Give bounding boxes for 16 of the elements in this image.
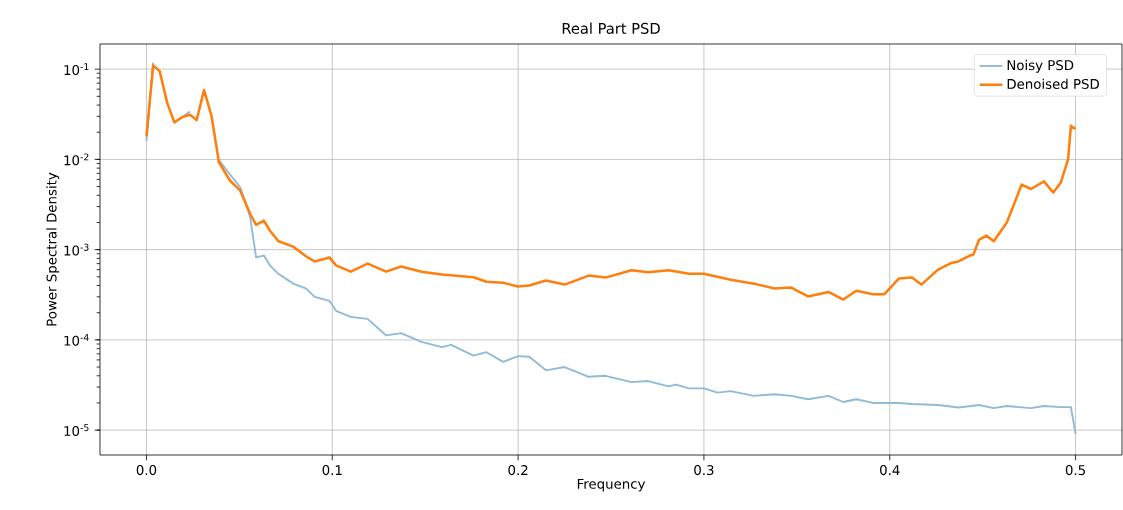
x-tick-label: 0.3 [694, 465, 714, 476]
x-tick-label: 0.0 [136, 465, 157, 476]
y-tick-label: 10$^{-3}$ [64, 243, 89, 256]
x-tick-label: 0.1 [322, 465, 342, 476]
y-tick-label: 10$^{-5}$ [64, 424, 89, 437]
x-axis-title: Frequency [577, 478, 646, 492]
x-tick-label: 0.5 [1065, 465, 1085, 476]
x-tick-label: 0.2 [508, 465, 528, 476]
legend-label: Noisy PSD [1007, 59, 1074, 73]
legend-label: Denoised PSD [1007, 78, 1099, 89]
chart-title: Real Part PSD [562, 22, 660, 34]
y-axis-title: Power Spectral Density [46, 172, 60, 326]
x-tick-label: 0.4 [880, 465, 900, 476]
y-tick-label: 10$^{-4}$ [64, 333, 89, 346]
y-tick-label: 10$^{-1}$ [64, 63, 89, 76]
y-tick-label: 10$^{-2}$ [64, 153, 89, 166]
